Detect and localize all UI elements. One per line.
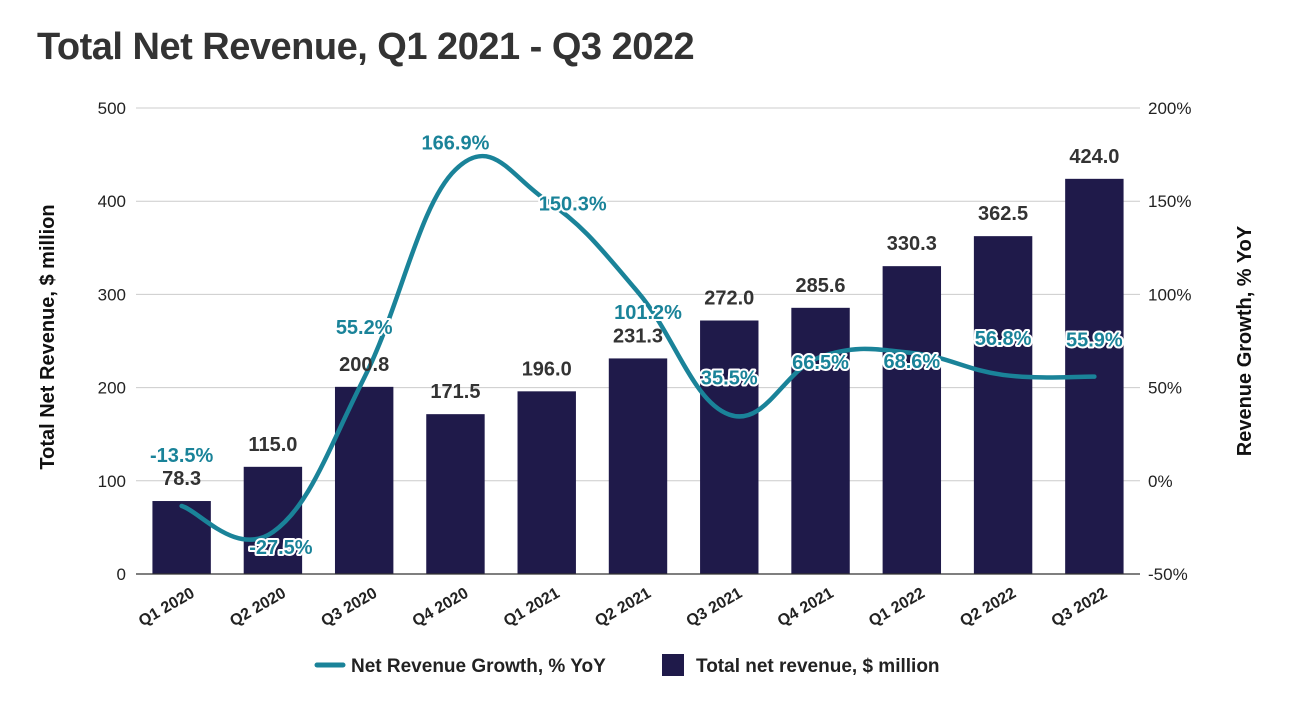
growth-point (727, 412, 732, 417)
bar-value-label: 424.0 (1069, 146, 1119, 168)
growth-point (909, 350, 914, 355)
growth-value-label: 101.2% (614, 302, 682, 324)
growth-point (270, 530, 275, 535)
y2-tick-label: -50% (1148, 565, 1188, 584)
bar-value-label: 115.0 (248, 434, 297, 456)
y2-tick-label: 0% (1148, 472, 1173, 491)
bar (334, 386, 394, 574)
growth-point (636, 290, 640, 295)
y2-tick-label: 100% (1148, 285, 1191, 304)
x-tick-label: Q4 2021 (775, 585, 837, 630)
bar-series (152, 178, 1124, 574)
x-tick-label: Q4 2020 (410, 585, 472, 630)
bar (882, 266, 942, 574)
growth-value-label: 55.2% (336, 317, 393, 339)
legend-bar-swatch (662, 654, 684, 676)
growth-point (818, 354, 823, 359)
x-tick-label: Q2 2022 (957, 585, 1019, 630)
bar-value-label: 330.3 (887, 233, 937, 255)
x-tick-label: Q1 2022 (866, 585, 928, 630)
bar (973, 236, 1033, 574)
bar-value-label: 272.0 (704, 287, 754, 309)
bar (243, 466, 303, 574)
y2-tick-label: 50% (1148, 379, 1182, 398)
x-tick-label: Q3 2021 (684, 585, 746, 630)
growth-point (453, 167, 458, 172)
growth-value-label: 56.8% (975, 328, 1032, 350)
growth-value-label: -27.5% (249, 537, 313, 559)
bar (791, 307, 850, 574)
x-tick-label: Q1 2020 (136, 585, 198, 630)
growth-value-label: 66.5% (792, 352, 849, 374)
growth-value-label: 35.5% (701, 368, 758, 390)
growth-value-label: 55.9% (1066, 330, 1123, 352)
chart-title: Total Net Revenue, Q1 2021 - Q3 2022 (37, 26, 695, 68)
bar (517, 391, 576, 574)
bar (608, 358, 668, 574)
y2-axis-title: Revenue Growth, % YoY (1234, 225, 1256, 456)
y-tick-label: 0 (117, 565, 126, 584)
growth-value-label: -13.5% (150, 445, 214, 467)
y-tick-label: 400 (98, 192, 126, 211)
growth-value-label: 166.9% (422, 133, 490, 155)
bar (700, 320, 759, 574)
y-tick-label: 300 (98, 285, 126, 304)
growth-point (179, 503, 184, 508)
y2-tick-label: 200% (1148, 99, 1191, 118)
bar-value-label: 362.5 (978, 203, 1028, 225)
growth-point (362, 375, 367, 380)
data-labels: 78.3 115.0 200.8 171.5 196.0 231.3 272.0 285.6 3… (148, 131, 1125, 561)
bar-value-label: 171.5 (430, 381, 480, 403)
growth-value-label: 150.3% (539, 194, 607, 216)
x-tick-label: Q2 2020 (227, 585, 289, 630)
x-tick-label: Q1 2021 (501, 585, 563, 630)
y2-tick-label: 150% (1148, 192, 1191, 211)
y-axis-title: Total Net Revenue, $ million (37, 204, 59, 469)
bar-value-label: 78.3 (162, 468, 201, 490)
y-tick-label: 100 (98, 472, 126, 491)
bar (152, 501, 211, 574)
legend-line-label: Net Revenue Growth, % YoY (351, 656, 606, 677)
y-tick-label: 200 (98, 379, 126, 398)
legend-bar-label: Total net revenue, $ million (696, 656, 940, 677)
bar-value-label: 231.3 (613, 325, 663, 347)
y-tick-label: 500 (98, 99, 126, 118)
x-tick-label: Q3 2020 (319, 585, 381, 630)
growth-point (544, 198, 549, 203)
growth-point (1092, 374, 1097, 379)
x-tick-label: Q3 2022 (1049, 585, 1111, 630)
growth-point (1001, 372, 1006, 377)
growth-value-label: 68.6% (883, 351, 940, 373)
growth-line-series (179, 153, 1097, 542)
bar-value-label: 285.6 (796, 275, 846, 297)
x-tick-label: Q2 2021 (592, 585, 654, 630)
bar-value-label: 196.0 (522, 358, 572, 380)
bar-value-label: 200.8 (339, 354, 389, 376)
legend: Net Revenue Growth, % YoY Total net reven… (314, 654, 940, 677)
bar (426, 414, 485, 574)
